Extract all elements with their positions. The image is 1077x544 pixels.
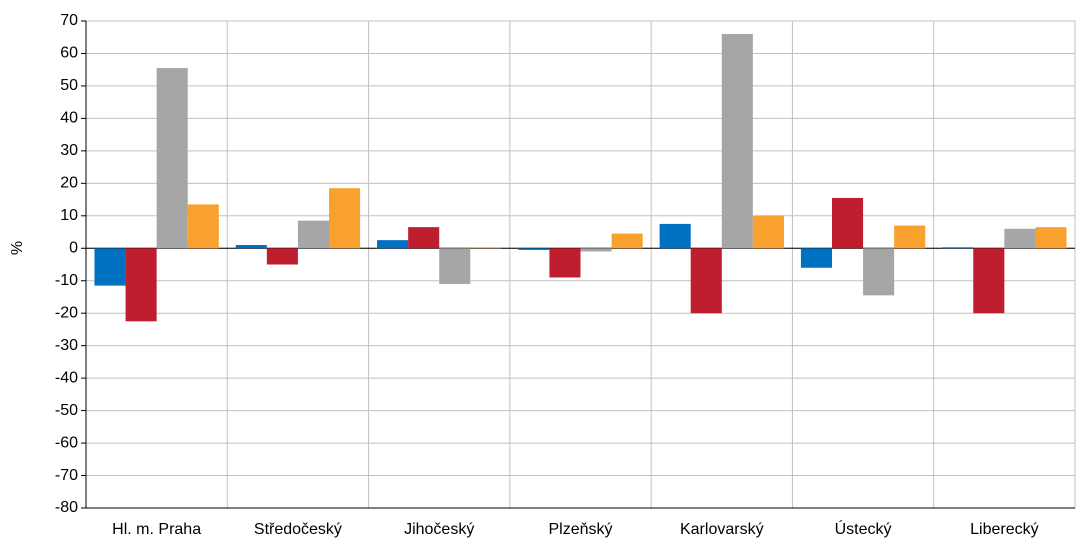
x-tick-label: Plzeňský bbox=[548, 521, 612, 538]
bar bbox=[329, 188, 361, 249]
y-tick-label: -70 bbox=[55, 467, 78, 484]
x-tick-label: Karlovarský bbox=[680, 521, 764, 538]
bar bbox=[377, 240, 409, 249]
y-tick-label: 30 bbox=[60, 142, 78, 159]
bar bbox=[831, 197, 864, 249]
y-tick-label: 70 bbox=[60, 12, 78, 29]
y-tick-label: -10 bbox=[55, 272, 78, 289]
y-axis-label: % bbox=[9, 241, 26, 255]
y-tick-label: 40 bbox=[60, 110, 78, 127]
bar bbox=[125, 248, 157, 322]
x-tick-label: Středočeský bbox=[254, 521, 342, 538]
bar bbox=[863, 248, 895, 296]
y-tick-label: -40 bbox=[55, 369, 78, 386]
bar bbox=[297, 220, 330, 249]
bar bbox=[266, 248, 298, 265]
bar bbox=[439, 248, 471, 284]
bar bbox=[800, 248, 832, 268]
bar bbox=[611, 233, 643, 249]
y-tick-label: -20 bbox=[55, 304, 78, 321]
x-tick-label: Hl. m. Praha bbox=[112, 521, 201, 538]
bar bbox=[470, 247, 502, 249]
y-tick-label: 10 bbox=[60, 207, 78, 224]
y-tick-label: -50 bbox=[55, 402, 78, 419]
x-tick-label: Liberecký bbox=[970, 521, 1038, 538]
x-tick-label: Jihočeský bbox=[404, 521, 474, 538]
bar bbox=[721, 33, 753, 249]
bar bbox=[659, 223, 691, 249]
bar bbox=[973, 248, 1005, 314]
y-tick-label: -80 bbox=[55, 499, 78, 516]
bar bbox=[752, 215, 784, 249]
bar bbox=[235, 245, 267, 249]
y-tick-label: 0 bbox=[69, 239, 78, 256]
bar bbox=[690, 248, 722, 314]
y-tick-label: 20 bbox=[60, 175, 78, 192]
y-tick-label: 50 bbox=[60, 77, 78, 94]
bar bbox=[894, 225, 926, 249]
y-tick-label: -30 bbox=[55, 337, 78, 354]
bar bbox=[94, 248, 126, 286]
y-tick-label: 60 bbox=[60, 45, 78, 62]
bar bbox=[518, 248, 550, 250]
x-tick-label: Ústecký bbox=[835, 519, 892, 538]
bar bbox=[580, 248, 612, 252]
bar bbox=[156, 68, 188, 249]
y-tick-label: -60 bbox=[55, 434, 78, 451]
bar bbox=[942, 247, 974, 249]
bar bbox=[187, 204, 219, 249]
bar bbox=[549, 248, 581, 278]
bar bbox=[408, 227, 440, 249]
bar bbox=[1004, 228, 1036, 249]
bar bbox=[1035, 227, 1067, 249]
